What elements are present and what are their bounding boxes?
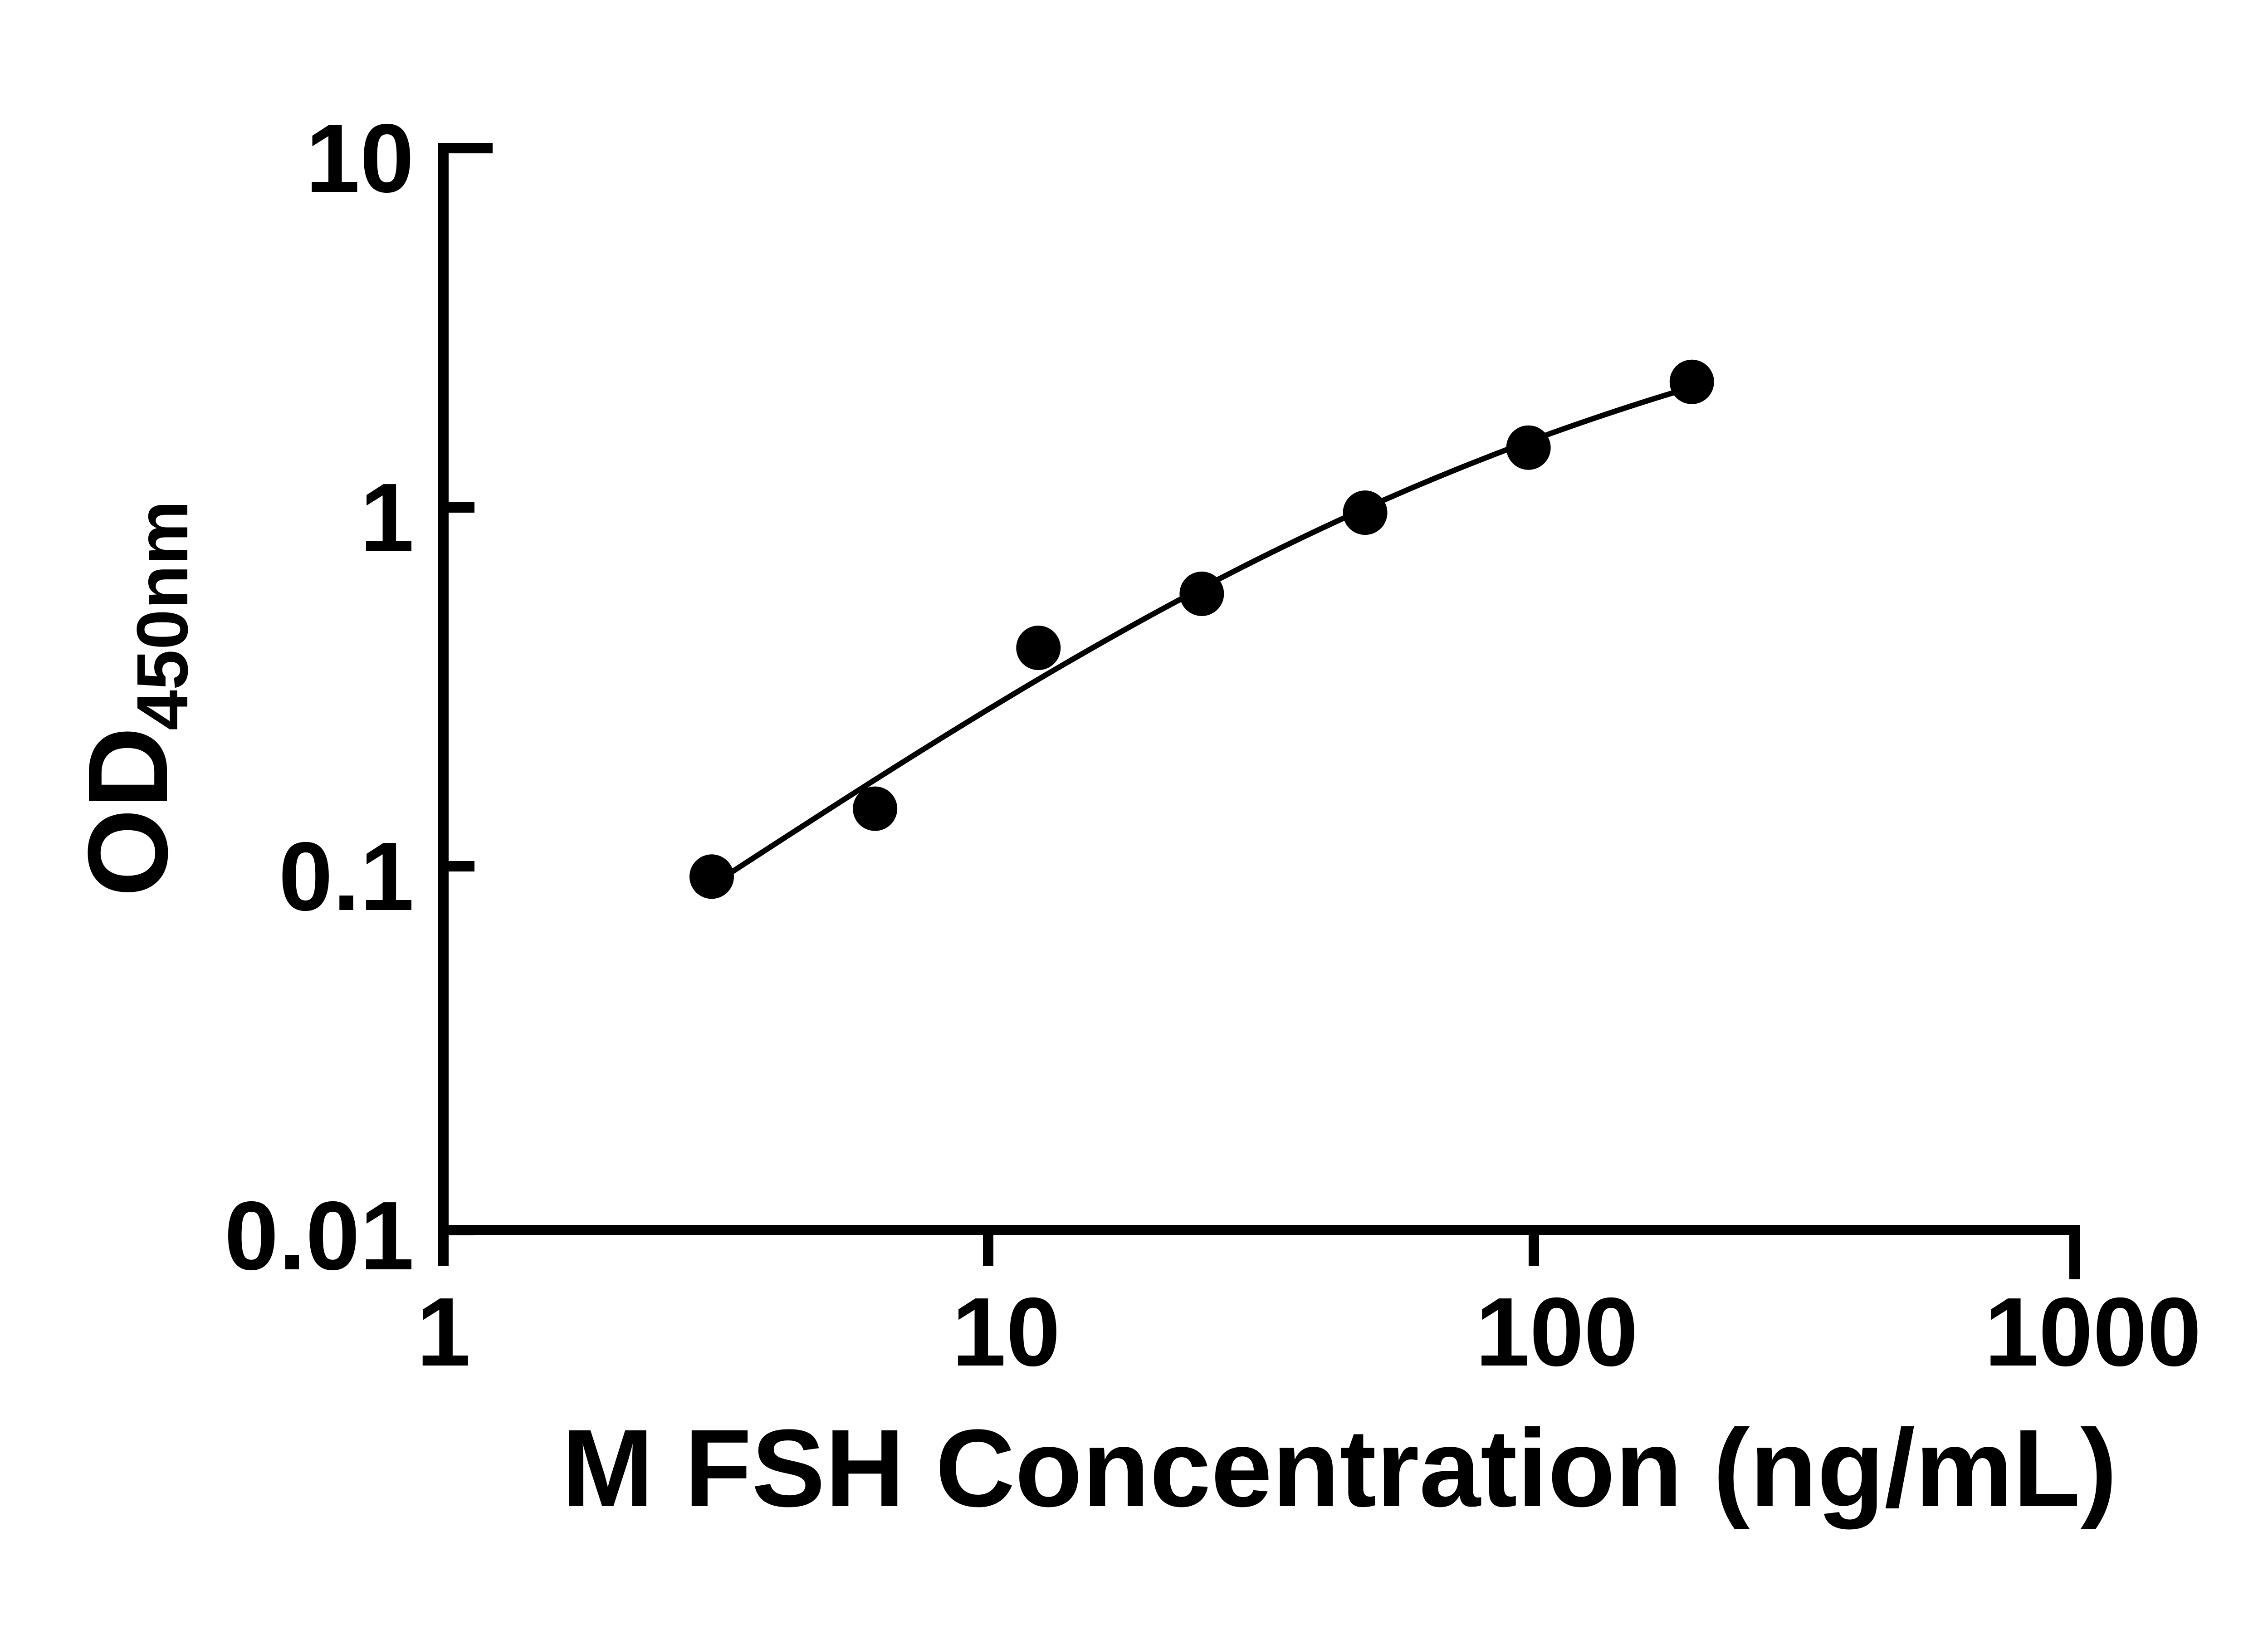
svg-text:OD450nm: OD450nm: [64, 500, 203, 897]
svg-text:M FSH Concentration (ng/mL): M FSH Concentration (ng/mL): [562, 1407, 2117, 1530]
svg-text:1: 1: [416, 1277, 471, 1386]
svg-text:10: 10: [952, 1277, 1060, 1386]
svg-text:10: 10: [306, 103, 414, 213]
svg-text:0.1: 0.1: [279, 822, 414, 931]
svg-text:100: 100: [1476, 1277, 1638, 1386]
svg-text:1: 1: [360, 463, 414, 572]
svg-text:1000: 1000: [1984, 1277, 2201, 1386]
svg-text:0.01: 0.01: [225, 1181, 414, 1290]
